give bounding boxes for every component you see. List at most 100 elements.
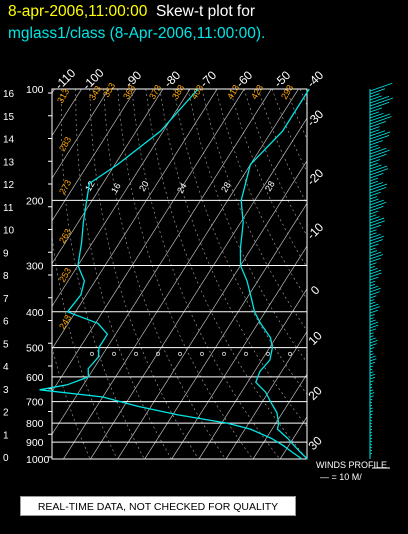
isotherm-line (52, 89, 218, 350)
wind-barb (369, 147, 387, 155)
wind-barb (369, 380, 374, 383)
dry-adiabat-line (201, 89, 307, 332)
wind-barb (369, 220, 385, 227)
dry-adiabat-line (145, 89, 307, 459)
wind-barb (369, 239, 383, 245)
isotherm-line (362, 89, 408, 459)
wind-barb (369, 88, 386, 95)
wind-barb (369, 177, 379, 182)
wind-barb (369, 201, 387, 209)
dry-adiabat-line (356, 89, 408, 459)
height-label: 13 (3, 157, 15, 168)
wind-barb (369, 224, 381, 230)
height-label: 4 (3, 362, 9, 373)
wind-barb (369, 425, 373, 428)
wind-barb (369, 147, 381, 152)
wind-barb (369, 162, 378, 167)
wind-barb (369, 280, 376, 284)
dry-adiabat-line (299, 89, 307, 107)
wind-barb (369, 272, 382, 278)
isotherm-line (144, 202, 307, 459)
wind-barb (369, 269, 382, 275)
wind-barb (369, 126, 380, 131)
wind-barb (369, 262, 377, 266)
wind-barb (369, 196, 377, 200)
profile-line-1 (39, 88, 303, 460)
wind-barb (369, 144, 379, 149)
wind-barb (369, 309, 378, 314)
wind-barb (369, 428, 373, 431)
wind-barb (369, 95, 390, 104)
wind-barb (369, 335, 374, 338)
wind-barb (369, 452, 373, 455)
wind-barb (369, 205, 384, 212)
pressure-label: 300 (26, 261, 44, 273)
wind-barb (369, 101, 390, 110)
wind-barb (369, 413, 373, 416)
wind-barb (369, 214, 377, 218)
wind-barb (369, 337, 376, 341)
pressure-label: 200 (26, 195, 44, 207)
wind-barb (369, 235, 384, 242)
wind-barb (369, 191, 381, 197)
isotherm-line (63, 89, 299, 459)
wind-barb (369, 131, 391, 140)
wind-barb (369, 149, 390, 158)
wind-barb (369, 389, 374, 392)
pressure-label: 800 (26, 418, 44, 430)
level-marker (243, 351, 248, 356)
isotherm-line (52, 89, 109, 179)
wind-barb (369, 210, 379, 215)
wind-barb (369, 165, 388, 173)
isotherm-line (90, 117, 307, 459)
wind-barb (369, 407, 373, 410)
level-marker (155, 351, 160, 356)
dry-adiabat-line (173, 89, 307, 395)
wind-barb (369, 111, 380, 116)
height-label: 10 (3, 226, 15, 237)
dry-adiabat-line (52, 345, 91, 459)
dry-adiabat-line (314, 89, 408, 459)
height-label: 11 (3, 203, 14, 214)
isotherm-line (52, 89, 137, 222)
mixing-ratio-label: 24 (175, 181, 189, 195)
wind-barb (369, 95, 382, 101)
wind-barb (369, 250, 378, 254)
height-label: 8 (3, 271, 9, 282)
wind-barb (369, 343, 377, 347)
isotherm-line (252, 373, 307, 459)
quality-note: REAL-TIME DATA, NOT CHECKED FOR QUALITY (20, 496, 296, 516)
wind-barb (369, 159, 381, 164)
wind-barb (369, 295, 377, 299)
winds-scale-label: — = 10 M/ (320, 472, 362, 482)
pressure-label: 500 (26, 343, 44, 355)
wind-barb (369, 243, 379, 248)
isotherm-line (52, 89, 272, 435)
wind-barb (369, 350, 373, 353)
wind-barb (369, 419, 373, 422)
wind-barb (369, 285, 379, 290)
wind-barb (369, 299, 375, 302)
isotherm-line (52, 89, 245, 393)
temperature-label-right: 30 (305, 433, 325, 453)
wind-barb (369, 306, 380, 311)
wind-barb (369, 324, 379, 329)
dry-adiabat-line (243, 89, 307, 237)
wind-barb (369, 233, 381, 239)
wind-barb (369, 283, 376, 287)
wind-barb (369, 97, 394, 107)
wind-barb (369, 121, 387, 128)
wind-barb (369, 172, 384, 179)
wind-barb (369, 401, 373, 404)
adiabat-label: 253 (57, 266, 73, 284)
level-marker (90, 351, 95, 356)
wind-barb (369, 328, 377, 332)
level-marker (133, 351, 138, 356)
dry-adiabat-line (271, 89, 307, 173)
level-marker (287, 351, 292, 356)
height-label: 1 (3, 430, 9, 441)
date-label: 8-apr-2006,11:00:00 (8, 3, 148, 20)
isotherm-line (52, 89, 191, 307)
height-label: 9 (3, 248, 9, 259)
